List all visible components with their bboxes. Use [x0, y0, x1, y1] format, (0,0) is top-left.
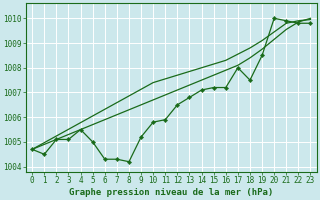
X-axis label: Graphe pression niveau de la mer (hPa): Graphe pression niveau de la mer (hPa) — [69, 188, 274, 197]
